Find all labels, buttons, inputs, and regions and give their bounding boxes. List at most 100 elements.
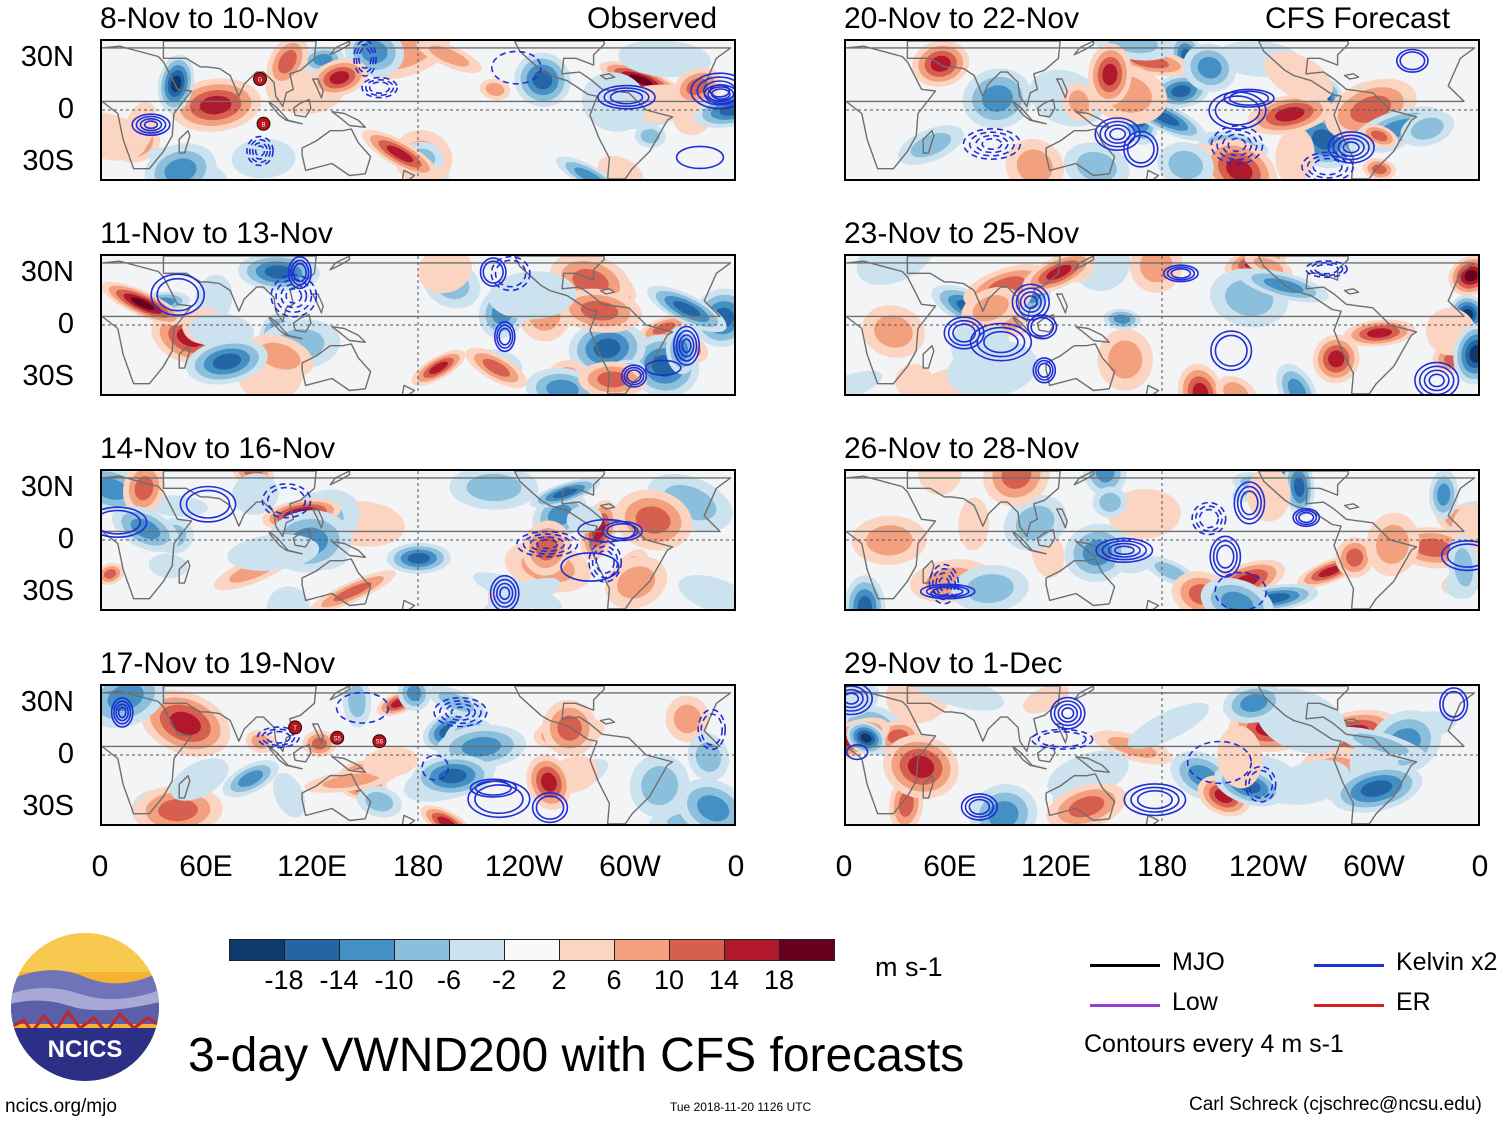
kelvin-contour [1399, 51, 1426, 71]
kelvin-contour [110, 697, 134, 728]
coastline [329, 471, 351, 486]
kelvin-contour [1130, 786, 1180, 813]
kelvin-contour [1031, 728, 1094, 750]
anomaly-shading [907, 755, 935, 778]
anomaly-shading [846, 686, 880, 719]
anomaly-shading [1192, 382, 1209, 394]
coastline [301, 128, 372, 177]
legend-label: ER [1396, 988, 1431, 1016]
anomaly-shading [1263, 278, 1304, 294]
kelvin-contour [1101, 540, 1147, 561]
anomaly-shading [1016, 149, 1053, 179]
kelvin-contour [577, 518, 636, 543]
coastline [1055, 293, 1068, 314]
coastline [513, 256, 674, 394]
kelvin-contour [1113, 545, 1135, 556]
coastline [922, 129, 935, 154]
colorbar-tick-label: 2 [551, 965, 567, 995]
anomaly-shading [1246, 471, 1291, 522]
kelvin-contour [185, 489, 231, 519]
anomaly-shading [1154, 562, 1188, 582]
anomaly-shading [1068, 796, 1105, 818]
anomaly-shading [1469, 345, 1478, 363]
kelvin-contour [1095, 537, 1154, 564]
kelvin-contour [292, 262, 307, 283]
lon-label: 0 [727, 850, 745, 883]
coastline [846, 690, 1476, 815]
coastline [102, 475, 732, 600]
kelvin-contour [113, 700, 132, 725]
kelvin-contour [1030, 316, 1055, 337]
kelvin-contour [489, 574, 520, 609]
anomaly-shading [1171, 85, 1191, 98]
anomaly-shading [169, 711, 201, 735]
map-panel-4: T S5 S6 [100, 684, 736, 826]
colorbar-tick-label: 10 [653, 965, 685, 995]
coastline [1045, 343, 1116, 392]
coastline [906, 686, 1061, 753]
anomaly-shading [912, 686, 1005, 711]
kelvin-contour [474, 780, 513, 796]
anomaly-shading [266, 586, 310, 609]
kelvin-contour [265, 730, 291, 744]
kelvin-contour [707, 86, 734, 103]
anomaly-shading [1099, 492, 1121, 512]
kelvin-contour [1023, 295, 1038, 309]
lat-label: 30N [20, 256, 74, 288]
kelvin-contour [1162, 264, 1199, 283]
coastline [329, 256, 351, 271]
anomaly-shading [264, 265, 294, 279]
lon-label: 120E [1020, 850, 1092, 883]
anomaly-shading [552, 487, 578, 499]
coastline [1036, 743, 1056, 763]
kelvin-contour [1214, 334, 1248, 367]
panel-title: 11-Nov to 13-Nov [100, 217, 333, 250]
kelvin-contour [1104, 124, 1131, 144]
kelvin-contour [1396, 48, 1429, 73]
coastline [599, 718, 616, 725]
kelvin-contour [1306, 154, 1349, 179]
kelvin-contour [290, 259, 310, 286]
anomaly-shading [322, 773, 380, 789]
kelvin-contour [1228, 90, 1270, 106]
kelvin-contour [1015, 287, 1046, 317]
lat-label: 0 [57, 308, 74, 340]
panel-title: 14-Nov to 16-Nov [100, 432, 336, 465]
kelvin-contour [1236, 485, 1263, 520]
coastline [1257, 256, 1418, 394]
kelvin-contour [156, 277, 200, 312]
panel-source-label: Observed [587, 2, 718, 35]
anomaly-shading [212, 353, 242, 370]
anomaly-shading [130, 518, 161, 540]
coastline [1343, 503, 1360, 510]
anomaly-shading [164, 158, 197, 179]
footer-website[interactable]: ncics.org/mjo [5, 1096, 117, 1117]
kelvin-contour [1214, 95, 1261, 126]
coastline [846, 260, 1476, 385]
anomaly-shading [546, 379, 579, 394]
kelvin-contour [1011, 283, 1051, 321]
coastline [599, 73, 616, 80]
kelvin-contour [560, 552, 620, 582]
anomaly-shading [231, 473, 279, 515]
map-panel-8 [844, 684, 1480, 826]
colorbar-cell [339, 939, 395, 961]
colorbar-cell [779, 939, 835, 961]
footer-author: Carl Schreck (cjschrec@ncsu.edu) [1189, 1094, 1482, 1115]
kelvin-contour [962, 128, 1022, 161]
anomaly-shading [102, 112, 147, 161]
coastline [1073, 686, 1095, 701]
coastline [1036, 528, 1056, 548]
kelvin-contour [968, 131, 1015, 157]
kelvin-contour [496, 324, 514, 349]
coastline [1045, 558, 1116, 607]
anomaly-shading [1217, 725, 1263, 789]
kelvin-contour [975, 134, 1009, 154]
map-panel-3 [100, 469, 736, 611]
kelvin-contour [135, 115, 167, 134]
kelvin-contour [606, 522, 639, 540]
coastline [1145, 169, 1160, 179]
coastline [1055, 508, 1068, 529]
colorbar-tick-label: -14 [319, 965, 359, 995]
kelvin-contour [353, 41, 377, 77]
